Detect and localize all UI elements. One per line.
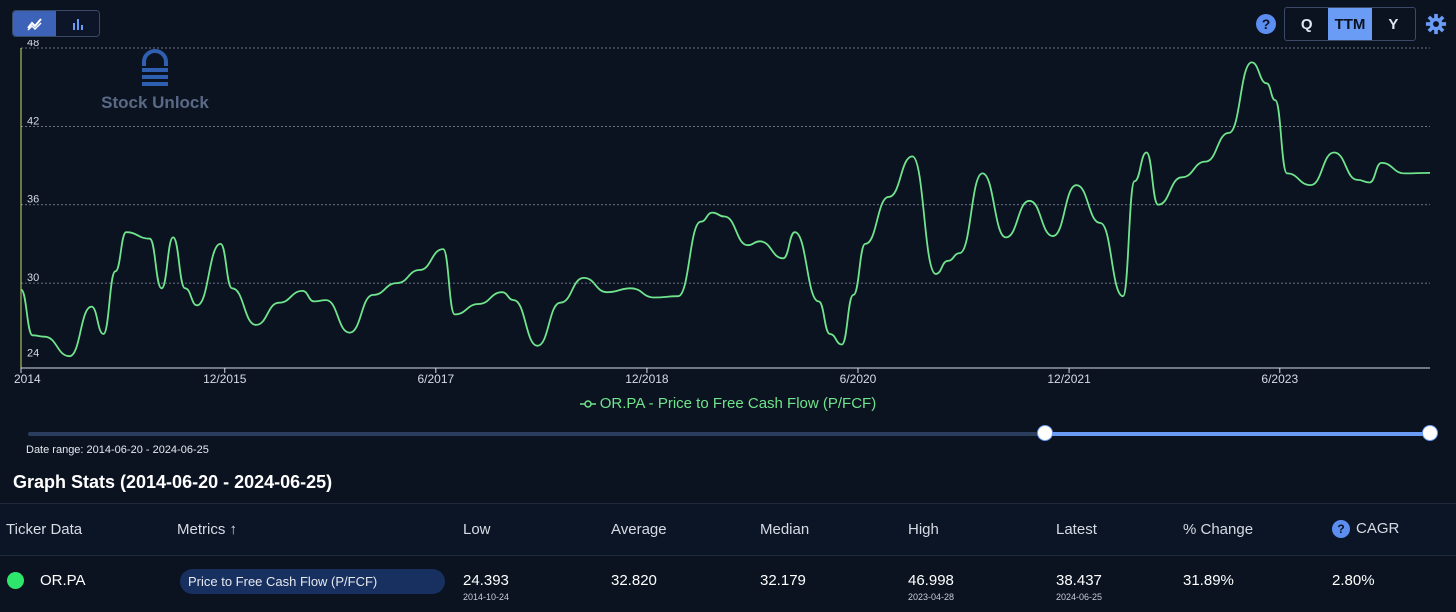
x-axis-ticks: 2014 12/2015 6/2017 12/2018 6/2020 12/2021 6/2… (14, 368, 1298, 386)
percent-change-value: 31.89% (1183, 572, 1234, 589)
watermark: Stock Unlock (101, 49, 209, 112)
line-chart-icon (26, 17, 42, 31)
lock-icon (142, 49, 168, 86)
date-range-end-handle[interactable] (1422, 425, 1438, 441)
x-tick-label: 12/2015 (203, 372, 247, 386)
header-latest[interactable]: Latest (1056, 521, 1097, 538)
gear-icon[interactable] (1425, 13, 1447, 35)
header-high[interactable]: High (908, 521, 939, 538)
help-icon[interactable]: ? (1332, 520, 1350, 539)
low-value: 24.393 (463, 572, 509, 589)
y-tick-label: 48 (27, 40, 39, 49)
x-tick-label: 6/2017 (417, 372, 454, 386)
bar-chart-button[interactable] (56, 11, 99, 36)
x-tick-label: 2014 (14, 372, 41, 386)
legend-label: OR.PA - Price to Free Cash Flow (P/FCF) (599, 395, 877, 412)
header-ticker-data: Ticker Data (6, 521, 83, 538)
cagr-value: 2.80% (1332, 572, 1375, 589)
divider (0, 503, 1456, 504)
period-y-button[interactable]: Y (1388, 15, 1399, 33)
line-chart-button[interactable] (13, 11, 56, 36)
bar-chart-icon (72, 18, 83, 30)
low-date: 2014-10-24 (463, 592, 510, 602)
metric-pill[interactable]: Price to Free Cash Flow (P/FCF) (180, 569, 445, 594)
chart-gridlines (21, 47, 1430, 284)
date-range-label: Date range: 2014-06-20 - 2024-06-25 (26, 444, 209, 456)
y-tick-label: 30 (27, 272, 39, 284)
line-chart: 24 30 36 42 48 2014 12/2015 6/2017 12/2018 6/202… (14, 40, 1431, 386)
header-metrics[interactable]: Metrics ↑ (177, 521, 237, 538)
header-percent-change[interactable]: % Change (1183, 521, 1254, 538)
header-cagr[interactable]: ? CAGR (1332, 520, 1400, 539)
legend-marker-icon (579, 400, 596, 408)
chart-type-toggle (12, 10, 100, 37)
watermark-text: Stock Unlock (101, 93, 209, 112)
x-tick-label: 12/2021 (1047, 372, 1091, 386)
header-low[interactable]: Low (463, 521, 491, 538)
stats-header-row (0, 504, 1456, 555)
x-tick-label: 6/2023 (1261, 372, 1298, 386)
date-range-start-handle[interactable] (1037, 425, 1053, 441)
y-axis-ticks: 24 30 36 42 48 (27, 40, 39, 359)
help-icon[interactable]: ? (1256, 14, 1276, 34)
x-tick-label: 12/2018 (625, 372, 669, 386)
latest-date: 2024-06-25 (1056, 592, 1103, 602)
ticker-symbol: OR.PA (40, 572, 86, 589)
median-value: 32.179 (760, 572, 806, 589)
period-ttm-button[interactable]: TTM (1328, 8, 1372, 40)
latest-value: 38.437 (1056, 572, 1102, 589)
y-tick-label: 24 (27, 347, 39, 359)
y-tick-label: 36 (27, 194, 39, 206)
high-date: 2023-04-28 (908, 592, 955, 602)
header-average[interactable]: Average (611, 521, 667, 538)
date-range-slider-selection (1045, 432, 1430, 436)
series-color-dot[interactable] (7, 572, 24, 589)
period-q-button[interactable]: Q (1300, 15, 1313, 33)
header-cagr-label: CAGR (1356, 520, 1400, 537)
date-range-slider-track[interactable] (28, 432, 1430, 436)
series-line (20, 61, 1431, 358)
divider (0, 555, 1456, 556)
high-value: 46.998 (908, 572, 954, 589)
header-median[interactable]: Median (760, 521, 810, 538)
chart-legend[interactable]: OR.PA - Price to Free Cash Flow (P/FCF) (0, 395, 1456, 412)
x-tick-label: 6/2020 (840, 372, 877, 386)
y-tick-label: 42 (27, 115, 39, 127)
average-value: 32.820 (611, 572, 657, 589)
graph-stats-title: Graph Stats (2014-06-20 - 2024-06-25) (13, 472, 333, 492)
period-selector: Q TTM Y (1284, 7, 1416, 41)
